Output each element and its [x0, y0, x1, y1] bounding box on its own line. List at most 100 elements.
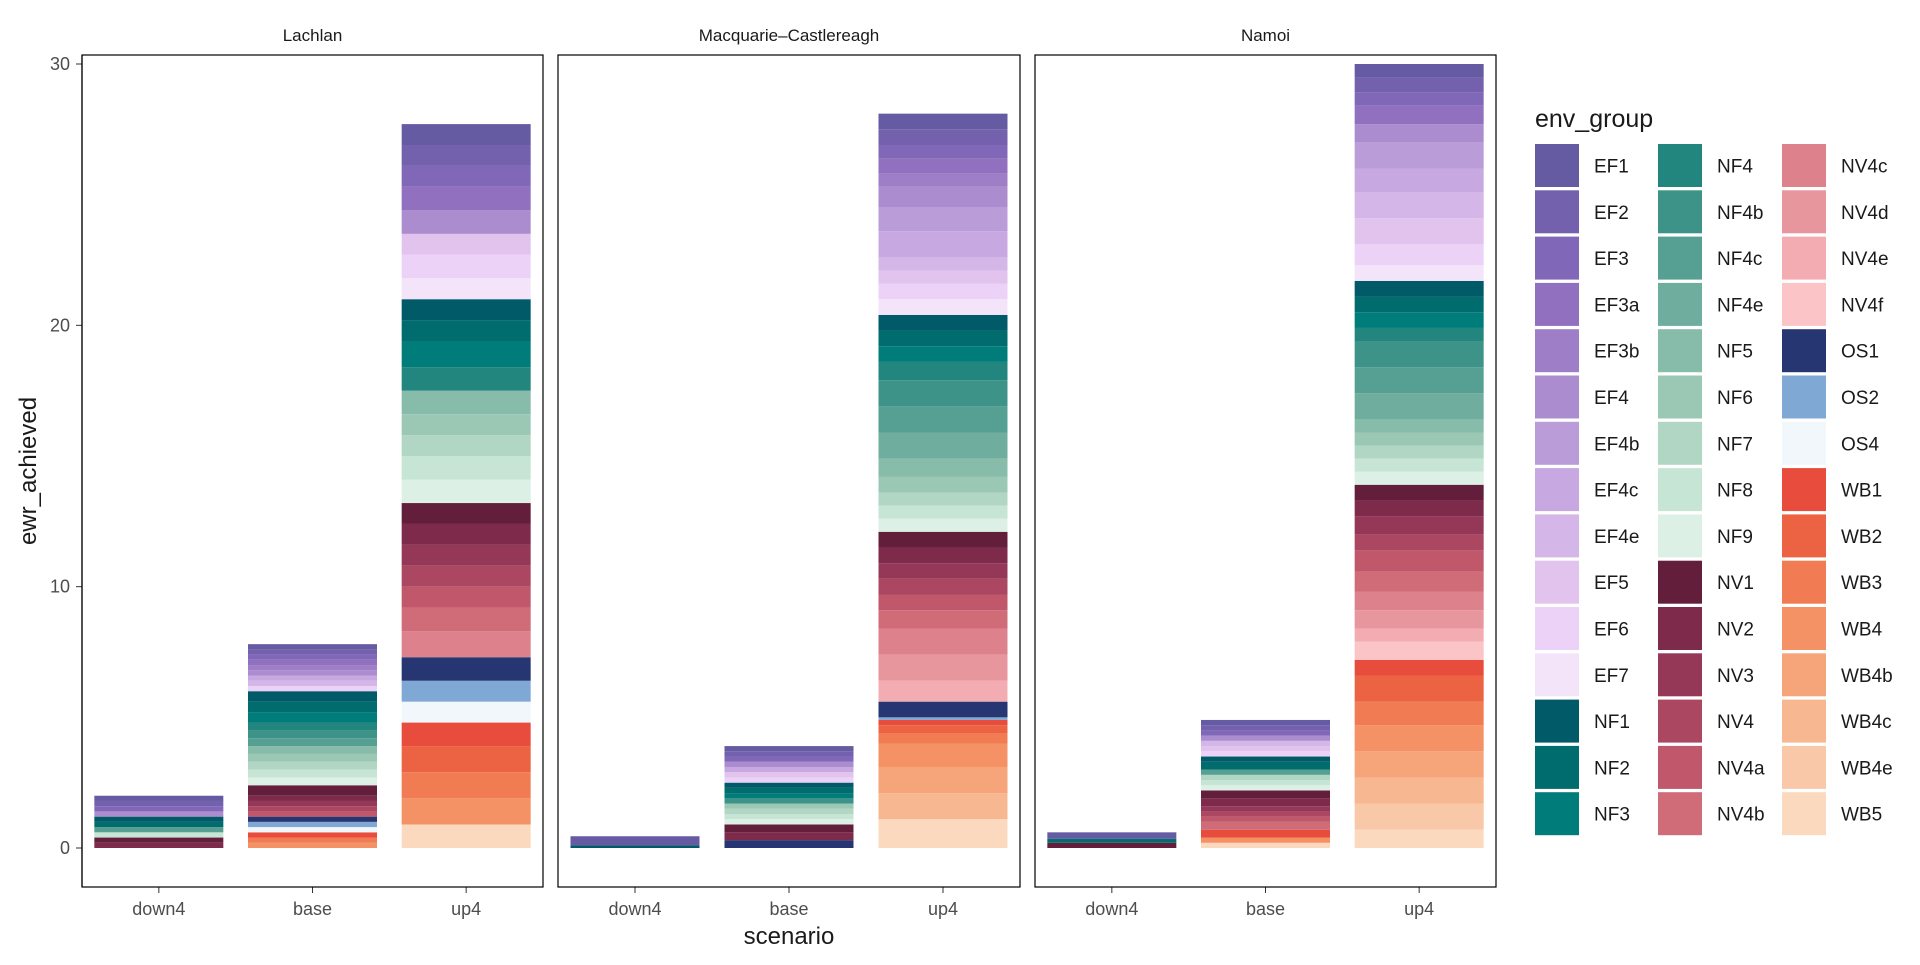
- x-tick-label: base: [769, 899, 808, 919]
- legend-label: WB5: [1841, 805, 1882, 826]
- legend-label: OS4: [1841, 434, 1879, 455]
- bar-segment-ef3: [248, 654, 377, 660]
- bar-segment-ef1: [94, 795, 224, 801]
- bar-segment-nv2: [724, 832, 854, 841]
- bar-segment-nv3: [1354, 516, 1484, 535]
- bar-segment-wb1: [248, 832, 377, 838]
- legend-label: EF3a: [1594, 295, 1640, 316]
- bar-segment-nv3: [248, 800, 377, 807]
- bar-segment-nf8: [94, 832, 224, 838]
- bar-segment-ef3: [1201, 730, 1330, 736]
- legend-key-nf4c: [1658, 236, 1702, 280]
- bar-segment-nf7: [878, 492, 1008, 506]
- bar-segment-ef4: [878, 186, 1008, 208]
- legend-label: NF4b: [1717, 203, 1763, 224]
- legend-label: NV4c: [1841, 157, 1887, 178]
- bar-segment-nf9: [248, 777, 377, 786]
- bar-segment-ef6: [724, 777, 854, 783]
- bar-segment-nv1: [878, 531, 1008, 548]
- bar-segment-wb4: [248, 842, 377, 848]
- bar-segment-nf1: [878, 314, 1008, 331]
- bar-segment-ef5: [1201, 746, 1330, 752]
- bar-segment-nv2: [1201, 798, 1330, 807]
- bar-segment-nf3: [878, 346, 1008, 362]
- bar-segment-wb4b: [1354, 751, 1484, 778]
- bar-segment-nf2: [1201, 761, 1330, 770]
- bar-segment-nf7: [1354, 445, 1484, 459]
- legend-label: NF1: [1594, 712, 1630, 733]
- bar-segment-wb1: [1354, 659, 1484, 676]
- x-tick-label: base: [293, 899, 332, 919]
- legend-label: EF3b: [1594, 342, 1639, 363]
- legend-key-wb1: [1782, 468, 1826, 512]
- bar-segment-wb4c: [1354, 777, 1484, 804]
- legend-key-wb4: [1782, 607, 1826, 650]
- bar-segment-nf4: [248, 722, 377, 731]
- bar-segment-ef4c: [248, 675, 377, 681]
- bar-segment-nv4a: [1354, 550, 1484, 571]
- y-tick-label: 0: [60, 838, 70, 858]
- bar-segment-nv1: [248, 785, 377, 796]
- bar-segment-nv4b: [1354, 570, 1484, 592]
- legend-label: WB3: [1841, 573, 1882, 594]
- bar-segment-nf5: [401, 390, 531, 415]
- bar-segment-nv4a: [878, 594, 1008, 611]
- legend-label: WB4e: [1841, 758, 1893, 779]
- legend-key-ef3: [1535, 236, 1579, 280]
- legend-key-nf9: [1658, 514, 1702, 558]
- legend-title: env_group: [1535, 105, 1653, 133]
- facet-label: Lachlan: [283, 26, 343, 45]
- y-tick-label: 30: [50, 54, 70, 74]
- x-tick-label: down4: [132, 899, 185, 919]
- bar-segment-ef1: [248, 644, 377, 650]
- bar-segment-wb4: [1201, 837, 1330, 843]
- bar-segment-nf7: [724, 808, 854, 815]
- bar-segment-ef6: [248, 685, 377, 692]
- bar-segment-nv4f: [1354, 641, 1484, 660]
- bar-segment-nf4: [401, 367, 531, 391]
- legend-label: NF7: [1717, 434, 1753, 455]
- bar-segment-ef3b: [248, 665, 377, 671]
- bar-segment-nv3: [878, 563, 1008, 579]
- x-tick-label: up4: [1404, 899, 1434, 919]
- bar-segment-wb4c: [878, 793, 1008, 820]
- bar-segment-nv3: [1201, 806, 1330, 812]
- bar-segment-nv4: [1354, 534, 1484, 551]
- bar-segment-ef4c: [878, 231, 1008, 258]
- legend-key-nf5: [1658, 329, 1702, 373]
- bar-segment-ef3b: [878, 173, 1008, 187]
- bar-segment-ef2: [94, 800, 224, 807]
- x-tick-label: base: [1246, 899, 1285, 919]
- bar-segment-os1: [401, 657, 531, 681]
- legend-key-ef4b: [1535, 421, 1579, 465]
- bar-segment-ef6: [1354, 244, 1484, 266]
- bar-segment-nf6: [878, 476, 1008, 493]
- bar-segment-nf1: [1201, 756, 1330, 762]
- legend-label: NF4e: [1717, 295, 1763, 316]
- bar-segment-wb1: [878, 719, 1008, 726]
- bar-segment-nf7: [401, 435, 531, 456]
- bar-segment-wb3: [248, 837, 377, 843]
- bar-segment-nf7: [1201, 774, 1330, 781]
- bar-segment-ef5: [1354, 218, 1484, 245]
- bar-segment-nv4c: [401, 631, 531, 658]
- bar-segment-ef6: [878, 283, 1008, 300]
- legend-key-ef4c: [1535, 468, 1579, 512]
- bar-segment-nf4c: [94, 827, 224, 833]
- bar-segment-nf5: [878, 458, 1008, 477]
- legend-label: EF1: [1594, 157, 1629, 178]
- x-tick-label: down4: [1085, 899, 1138, 919]
- bar-segment-nv4a: [248, 811, 377, 817]
- bar-segment-nf1: [1354, 280, 1484, 297]
- bar-segment-ef1: [1047, 832, 1177, 839]
- legend-label: EF6: [1594, 620, 1629, 641]
- bar-segment-ef2: [1201, 725, 1330, 731]
- legend-key-wb5: [1782, 792, 1826, 836]
- bar-segment-nf6: [401, 414, 531, 436]
- bar-segment-nv4c: [1354, 591, 1484, 611]
- bar-segment-nv1: [1354, 484, 1484, 501]
- bar-segment-ef4c: [1354, 168, 1484, 193]
- legend-label: NF2: [1594, 758, 1630, 779]
- legend-key-wb4b: [1782, 653, 1826, 697]
- bar-segment-ef3: [724, 756, 854, 762]
